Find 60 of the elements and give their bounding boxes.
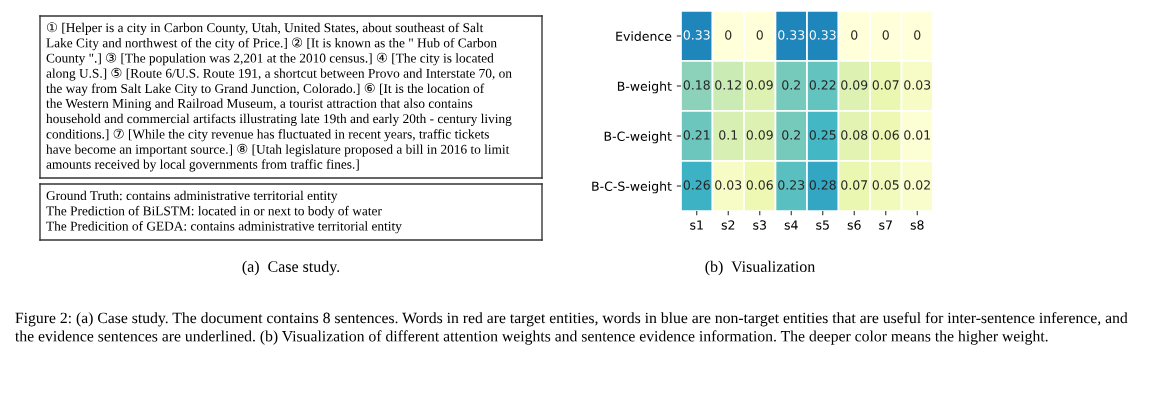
data-label: 0.2 — [782, 80, 800, 90]
x-tick-label: s7 — [879, 220, 892, 230]
data-label: 0.07 — [841, 180, 868, 190]
text: The Predicition of GEDA: contains administrative territorial entity — [46, 221, 402, 234]
data-label: 0.33 — [683, 30, 710, 40]
data-label: 0.22 — [809, 80, 836, 90]
data-label: 0.06 — [746, 180, 773, 190]
data-label: 0.2 — [782, 130, 800, 140]
data-label: 0.33 — [809, 30, 836, 40]
y-tick-label: Evidence — [616, 31, 672, 41]
data-label: 0.07 — [872, 80, 899, 90]
text: (a) Case study. — [242, 260, 340, 276]
text: the way from Salt Lake City to Grand Junction, Colorado.] ⑥ [It is the location of — [46, 83, 485, 96]
y-tick-label: B-C-weight — [604, 131, 672, 144]
text: Lake City and northwest of the city of Price.] ② [It is known as the " Hub of Carbon — [46, 37, 497, 51]
x-tick-label: s8 — [910, 220, 924, 230]
data-label: 0 — [882, 30, 889, 40]
x-axis-title: (b) Visualization — [705, 260, 816, 276]
caption: Figure 2: (a) Case study. The document contains 8 sentences. Words in red are target entities, words in blue are non-target entities that are useful for inter-sentence inference, and the evidence sentences are underlined. (b) Visualization of different attention weights and sentence evidence information. The deeper color means the higher weight. — [15, 312, 1128, 345]
text: the Western Mining and Railroad Museum, a tourist attraction that also contains — [46, 98, 473, 111]
data-label: 0.08 — [841, 130, 868, 140]
x-tick-label: s2 — [721, 220, 735, 230]
data-label: 0.02 — [904, 180, 930, 190]
y-tick-label: B-weight — [617, 81, 672, 94]
data-label: 0.06 — [872, 130, 899, 140]
text: Ground Truth: contains administrative territorial entity — [46, 190, 338, 203]
text: amounts received by local governments from traffic fines.] — [46, 159, 359, 172]
data-label: 0.01 — [904, 130, 931, 140]
x-tick-label: s1 — [690, 220, 703, 230]
x-tick-label: s3 — [753, 220, 766, 230]
data-label: 0.09 — [746, 80, 773, 90]
data-label: 0.09 — [746, 130, 773, 140]
x-tick-label: s4 — [784, 220, 798, 230]
data-label: 0.1 — [719, 130, 738, 140]
data-label: 0.28 — [809, 180, 836, 190]
x-tick-label: s5 — [816, 220, 829, 230]
x-tick-label: s6 — [847, 220, 861, 230]
text: have become an important source.] ⑧ [Utah legislature proposed a bill in 2016 to limit — [46, 143, 510, 157]
data-label: 0.03 — [904, 80, 931, 90]
data-label: 0.25 — [809, 130, 836, 140]
text: household and commercial artifacts illustrating late 19th and early 20th - century living — [46, 113, 512, 126]
data-label: 0.12 — [715, 80, 741, 90]
data-label: 0.23 — [778, 180, 805, 190]
data-label: 0.26 — [683, 180, 710, 190]
text: The Prediction of BiLSTM: located in or next to body of water — [46, 205, 382, 219]
data-label: 0 — [914, 30, 921, 40]
data-label: 0.18 — [683, 80, 710, 90]
data-label: 0 — [851, 30, 858, 40]
data-label: 0.21 — [683, 130, 710, 140]
data-label: 0.03 — [715, 180, 742, 190]
data-label: 0.09 — [841, 80, 868, 90]
text: conditions.] ⑦ [While the city revenue has fluctuated in recent years, traffic tickets — [46, 128, 489, 142]
text: County ".] ③ [The population was 2,201 at the 2010 census.] ④ [The city is located — [46, 52, 494, 66]
y-tick-label: B-C-S-weight — [592, 181, 672, 194]
data-label: 0 — [756, 30, 763, 40]
text: ① [Helper is a city in Carbon County, Utah, United States, about southeast of Salt — [47, 22, 484, 35]
text: along U.S.] ⑤ [Route 6/U.S. Route 191, a shortcut between Provo and Interstate 70, on — [46, 67, 512, 81]
data-label: 0.33 — [778, 30, 805, 40]
data-label: 0.05 — [872, 180, 899, 190]
data-label: 0 — [725, 30, 732, 40]
